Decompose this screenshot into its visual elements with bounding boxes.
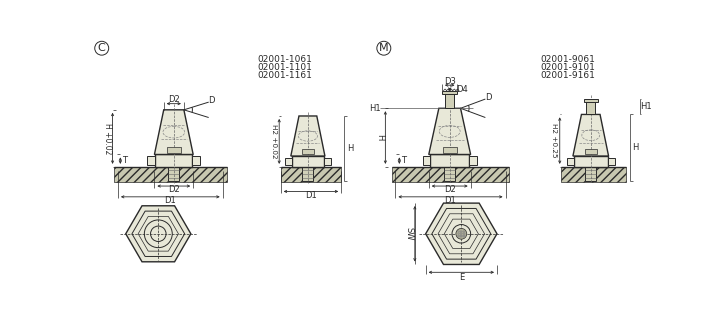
Text: M: M: [379, 43, 389, 53]
Text: H1: H1: [640, 102, 651, 111]
Bar: [285, 158, 292, 165]
Text: T: T: [121, 156, 126, 165]
Bar: [585, 167, 596, 181]
Text: D1: D1: [305, 191, 317, 200]
Text: 02001-1161: 02001-1161: [257, 71, 313, 80]
Text: D2: D2: [443, 185, 456, 194]
Bar: [430, 154, 469, 167]
Text: H2 +0.25: H2 +0.25: [550, 123, 557, 158]
Polygon shape: [426, 203, 497, 265]
Bar: [469, 156, 477, 165]
Text: H: H: [375, 134, 385, 141]
Bar: [585, 149, 597, 154]
Text: 02001-9101: 02001-9101: [540, 63, 595, 72]
Bar: [193, 156, 200, 165]
Text: 02001-9161: 02001-9161: [540, 71, 595, 80]
Text: D3: D3: [443, 77, 456, 86]
Text: H2 +0.02: H2 +0.02: [270, 124, 277, 159]
Bar: [292, 156, 324, 167]
Polygon shape: [126, 206, 191, 262]
Polygon shape: [429, 108, 470, 154]
Text: SW: SW: [404, 227, 413, 241]
Bar: [422, 156, 430, 165]
Text: 02001-1061: 02001-1061: [257, 55, 313, 64]
Text: H: H: [348, 144, 354, 153]
Bar: [302, 167, 313, 181]
Polygon shape: [291, 116, 325, 156]
Text: D1: D1: [445, 196, 457, 205]
Text: D2: D2: [168, 185, 180, 194]
Bar: [443, 147, 457, 153]
Text: 02001-1101: 02001-1101: [257, 63, 313, 72]
Bar: [166, 147, 181, 153]
Text: C: C: [98, 43, 105, 53]
Text: D1: D1: [164, 196, 176, 205]
Text: D2: D2: [168, 95, 180, 104]
Bar: [302, 149, 314, 154]
Bar: [444, 167, 455, 181]
Bar: [155, 154, 193, 167]
Text: E: E: [459, 273, 464, 282]
Bar: [561, 167, 627, 182]
Bar: [281, 167, 341, 182]
Text: D: D: [209, 96, 215, 105]
Bar: [574, 156, 608, 167]
Text: T: T: [401, 156, 406, 165]
Polygon shape: [154, 110, 193, 154]
Bar: [586, 102, 595, 115]
Bar: [169, 167, 180, 181]
Text: D: D: [485, 93, 491, 102]
Bar: [114, 167, 227, 182]
Text: H +0.02: H +0.02: [103, 123, 112, 154]
Text: H: H: [632, 143, 639, 152]
Bar: [442, 90, 457, 95]
Polygon shape: [573, 115, 608, 156]
Bar: [567, 158, 574, 165]
Bar: [324, 158, 331, 165]
Text: H1: H1: [369, 104, 380, 113]
Bar: [148, 156, 155, 165]
Bar: [608, 158, 615, 165]
Bar: [584, 99, 598, 102]
Bar: [392, 167, 510, 182]
Text: D4: D4: [457, 85, 468, 94]
Text: 02001-9061: 02001-9061: [540, 55, 595, 64]
Circle shape: [456, 228, 467, 239]
Bar: [445, 95, 454, 108]
